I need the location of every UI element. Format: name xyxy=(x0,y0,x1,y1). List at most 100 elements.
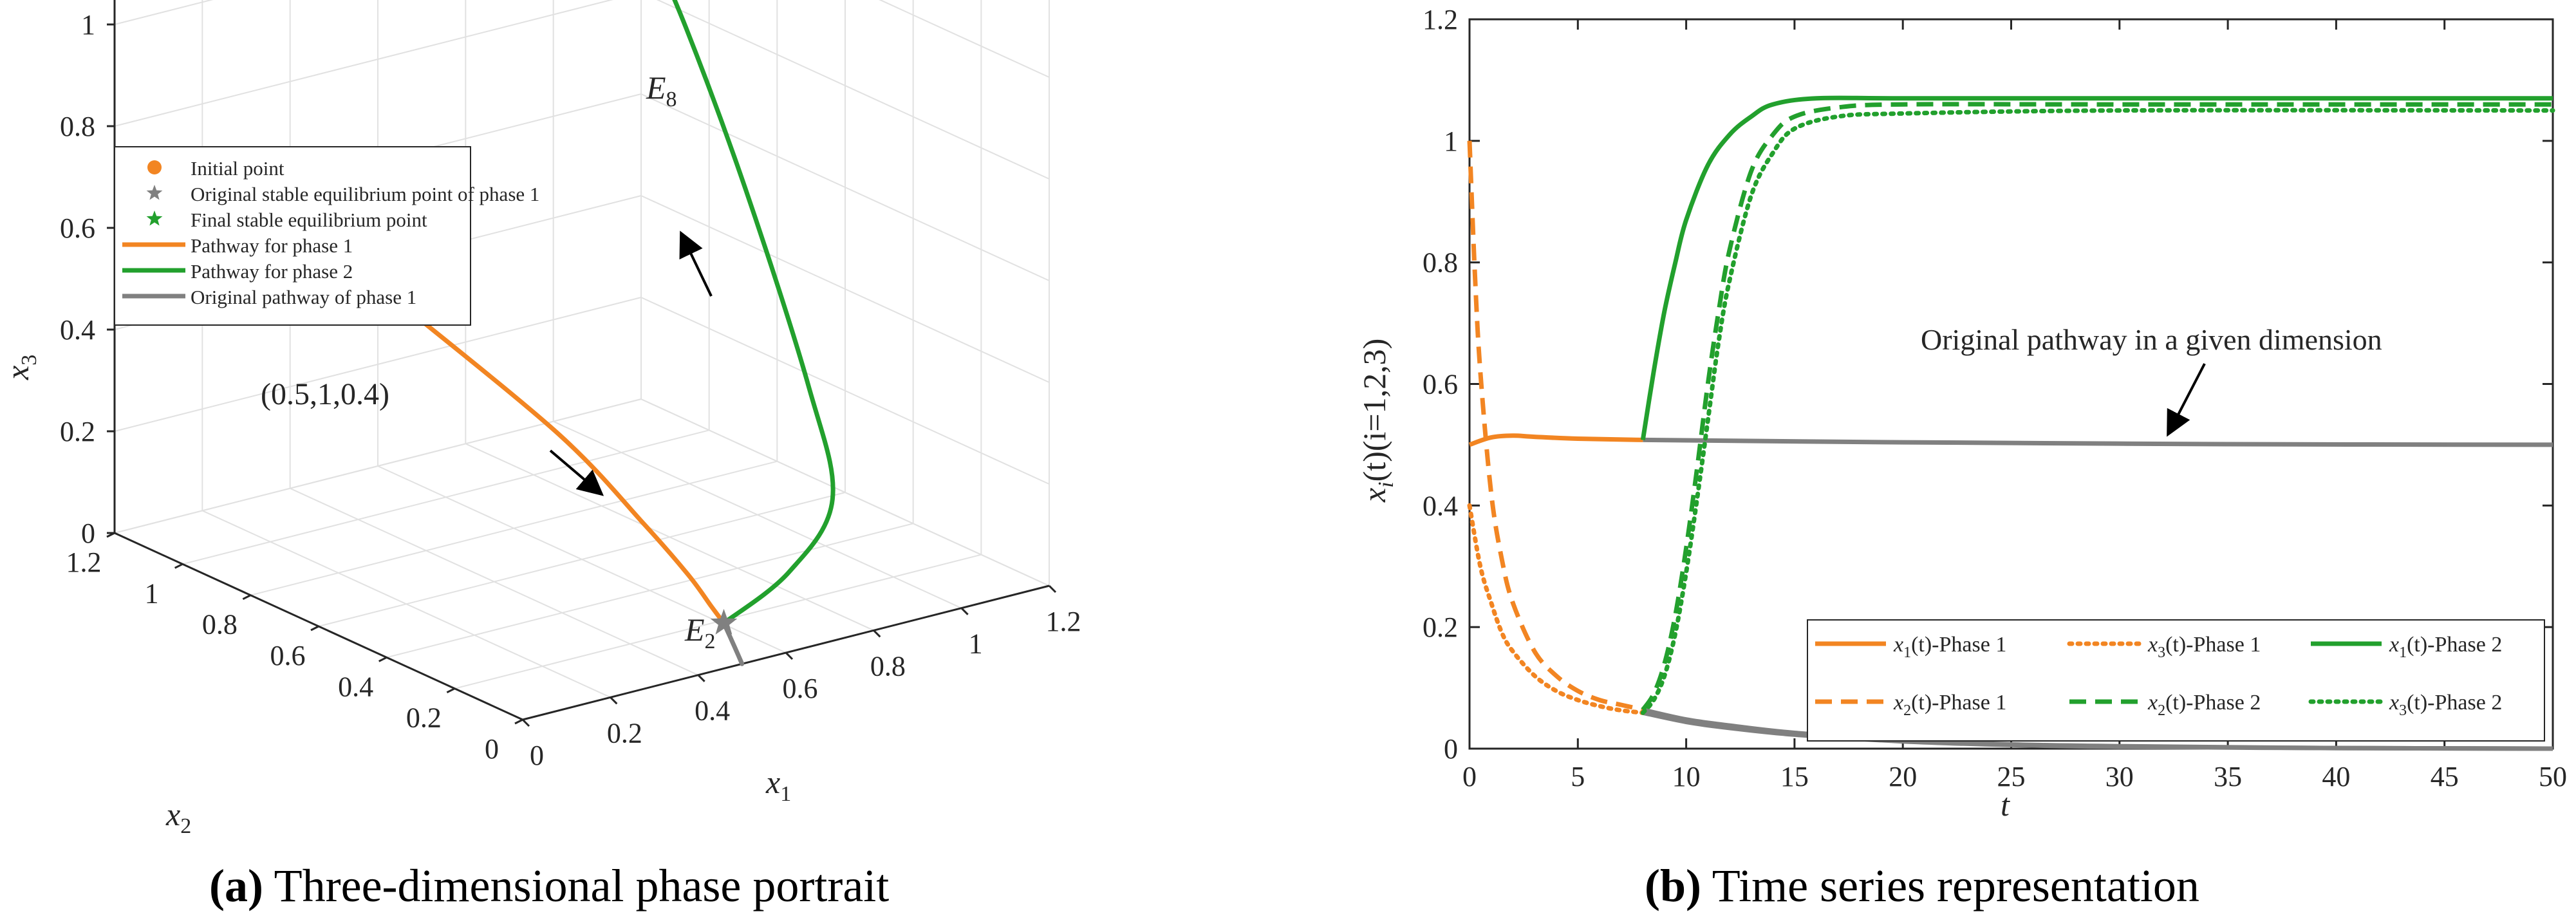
x1-tick xyxy=(697,674,705,682)
x2-tick xyxy=(446,687,456,694)
t-tick-label: 40 xyxy=(2322,761,2350,792)
grid-line xyxy=(250,460,778,596)
caption-b: (b) Time series representation xyxy=(1645,860,2199,911)
x1-tick xyxy=(521,718,530,727)
e2-label: E2 xyxy=(684,612,716,653)
legend-label: x2(t)-Phase 1 xyxy=(1893,691,2006,719)
e2-star-marker xyxy=(710,608,738,635)
y-tick-label: 0.6 xyxy=(1423,369,1458,400)
x1-tick-label: 0 xyxy=(530,740,544,771)
original-pathway-annotation: Original pathway in a given dimension xyxy=(1921,323,2382,356)
x3-tick-label: 1 xyxy=(81,9,95,41)
grid-line xyxy=(182,429,709,565)
x2-axis-label: x2 xyxy=(165,796,191,838)
grid-line xyxy=(553,420,962,609)
legend-label: Initial point xyxy=(191,157,285,180)
panel-a-gridlines xyxy=(114,0,1050,720)
x1-tick xyxy=(610,696,618,705)
phase1-direction-arrow xyxy=(549,449,604,496)
grid-line xyxy=(640,398,1050,586)
x1-tick-label: 0.6 xyxy=(783,673,818,704)
panel-a-legend: Initial point Original stable equilibrium… xyxy=(114,146,539,326)
y-tick-label: 0.8 xyxy=(1423,247,1458,279)
annotation-arrow xyxy=(2167,363,2206,437)
legend-swatch-star xyxy=(146,185,163,200)
legend-label: x3(t)-Phase 2 xyxy=(2389,691,2502,719)
t-tick-label: 25 xyxy=(1997,761,2026,792)
panel-b-legend: x1(t)-Phase 1 x2(t)-Phase 1 x3(t)-Phase 1 x… xyxy=(1807,619,2545,742)
y-tick-label: 1.2 xyxy=(1423,4,1458,35)
y-axis-label: xi(t)(i=1,2,3) xyxy=(1356,339,1398,503)
legend-label: x3(t)-Phase 1 xyxy=(2147,633,2261,661)
x2-tick xyxy=(310,625,319,631)
t-tick-label: 0 xyxy=(1462,761,1477,792)
x2-tick-label: 1.2 xyxy=(66,547,102,578)
panel-a-tick-labels: 00.20.40.60.811.200.20.40.60.811.200.20.… xyxy=(60,9,1081,771)
legend-label: x1(t)-Phase 1 xyxy=(1893,633,2006,661)
legend-swatch-circle xyxy=(147,160,162,174)
t-tick-label: 5 xyxy=(1571,761,1585,792)
x2-tick-label: 0.4 xyxy=(338,671,373,702)
legend-label: Final stable equilibrium point xyxy=(191,209,427,231)
panel-a-axes xyxy=(113,0,1050,721)
y-tick-label: 1 xyxy=(1444,126,1458,157)
x1-tick-label: 1 xyxy=(969,628,983,660)
t-tick-label: 35 xyxy=(2214,761,2242,792)
x3-tick-label: 0.2 xyxy=(60,416,95,447)
series-original-pathway-in-a-given-dimension-x3- xyxy=(1642,710,2553,751)
x2-tick xyxy=(174,563,183,569)
y-tick-label: 0.2 xyxy=(1423,612,1458,643)
x2-tick-label: 0 xyxy=(485,733,499,765)
x1-tick xyxy=(960,607,969,615)
grid-line xyxy=(465,443,874,631)
legend-swatch-star xyxy=(146,210,163,226)
legend-label: Pathway for phase 2 xyxy=(191,260,353,283)
t-tick-label: 30 xyxy=(2105,761,2134,792)
legend-box xyxy=(1807,619,2545,742)
x2-tick xyxy=(514,718,523,725)
t-tick-label: 15 xyxy=(1780,761,1809,792)
x1-axis-label: x1 xyxy=(765,764,791,806)
x3-tick-label: 0.6 xyxy=(60,212,95,244)
t-axis-label: t xyxy=(2001,787,2010,823)
x3-tick-label: 0 xyxy=(81,518,95,549)
x2-tick-label: 1 xyxy=(145,577,159,609)
t-tick-label: 45 xyxy=(2431,761,2459,792)
x2-tick-label: 0.2 xyxy=(406,702,442,734)
panel-b-series xyxy=(1467,95,2555,751)
caption-a: (a) Three-dimensional phase portrait xyxy=(209,860,889,911)
grid-line xyxy=(114,0,214,25)
x2-tick xyxy=(242,594,252,601)
x1-tick xyxy=(873,630,881,638)
grid-line xyxy=(114,398,642,534)
x1-tick-label: 0.2 xyxy=(607,717,642,749)
phase2-direction-arrow xyxy=(679,230,713,297)
e8-label: E8 xyxy=(646,70,677,111)
series-original-pathway-in-a-given-dimension-x1- xyxy=(1643,437,2553,447)
x3-tick-label: 0.8 xyxy=(60,111,95,142)
t-tick-label: 10 xyxy=(1672,761,1701,792)
series-x2-t-phase-1 xyxy=(1467,140,1644,713)
x1-tick xyxy=(1048,584,1057,594)
y-tick-label: 0.4 xyxy=(1423,490,1458,521)
panel-a-3d-phase-portrait: 00.20.40.60.811.200.20.40.60.811.200.20.… xyxy=(0,0,1081,911)
series-x2-t-phase-2 xyxy=(1641,102,2553,711)
x3-axis-label: x3 xyxy=(0,355,41,380)
panel-a-series xyxy=(393,0,835,666)
legend-label: Original pathway of phase 1 xyxy=(191,286,416,308)
initial-point-label: (0.5,1,0.4) xyxy=(261,377,389,411)
x1-tick-label: 1.2 xyxy=(1046,606,1081,637)
t-tick-label: 20 xyxy=(1889,761,1917,792)
series-x1-t-phase-1 xyxy=(1468,433,1643,447)
x1-tick-label: 0.4 xyxy=(695,695,730,727)
legend-label: Original stable equilibrium point of pha… xyxy=(191,183,539,205)
x2-tick xyxy=(378,656,387,662)
x2-tick-label: 0.8 xyxy=(202,609,238,640)
series-pathway-for-phase-1 xyxy=(400,303,726,626)
x1-tick-label: 0.8 xyxy=(870,650,906,682)
grid-line xyxy=(879,0,1050,78)
series-x3-t-phase-1 xyxy=(1467,503,1645,715)
grid-line xyxy=(318,492,846,627)
series-x3-t-phase-2 xyxy=(1640,107,2555,715)
